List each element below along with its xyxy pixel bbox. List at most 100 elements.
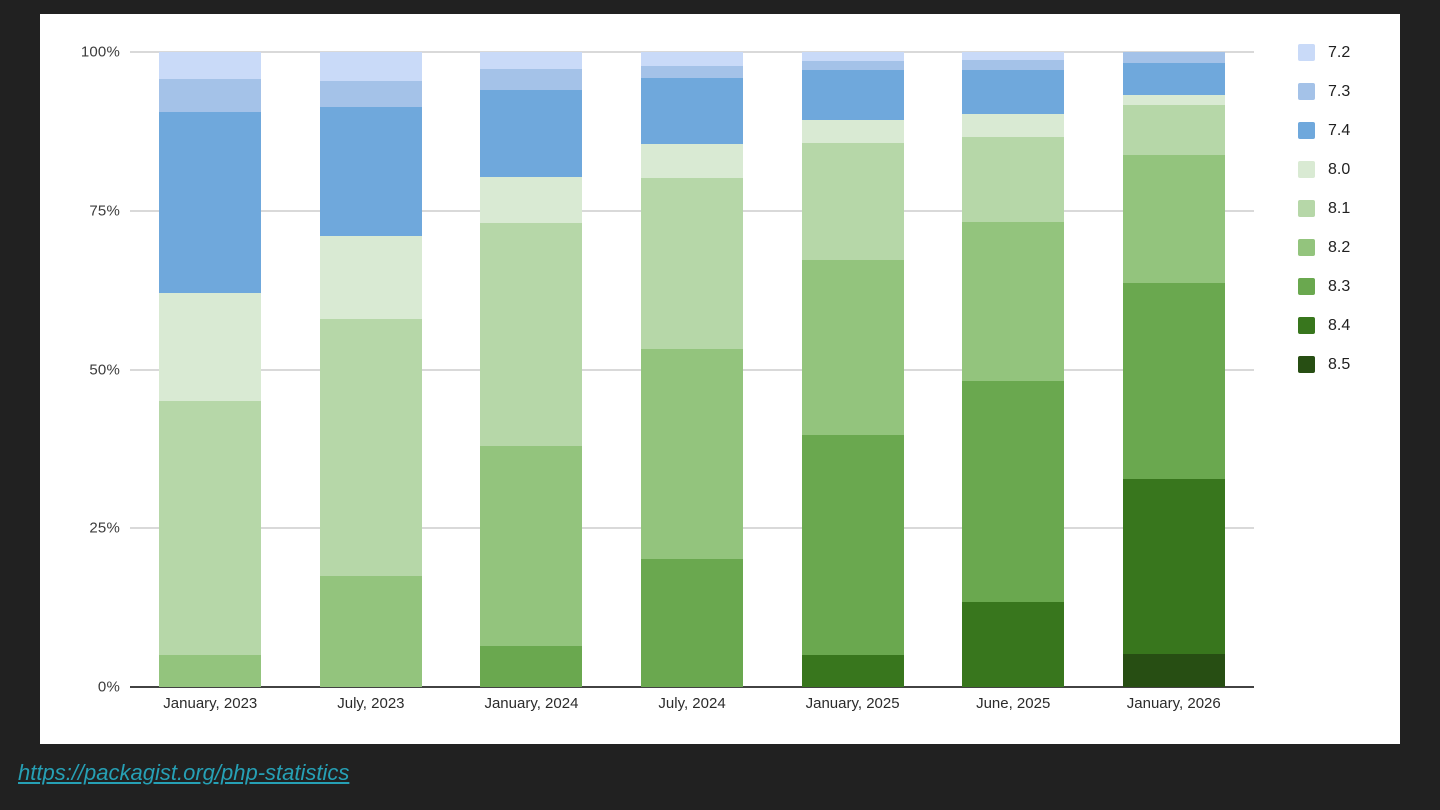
bar-segment-php-8.4 (1122, 479, 1225, 654)
bar-segment-php-7.3 (480, 69, 583, 90)
x-tick-label: January, 2024 (484, 695, 579, 712)
legend-swatch-icon (1298, 200, 1315, 217)
bar-segment-php-8.3 (641, 559, 744, 687)
bar-segment-php-7.2 (480, 52, 583, 70)
stacked-bar-july-2024 (641, 52, 744, 687)
stacked-bar-january-2023 (159, 52, 262, 687)
bar-segment-php-8.3 (801, 434, 904, 656)
legend-item-7.2: 7.2 (1298, 33, 1350, 72)
legend-item-8.1: 8.1 (1298, 189, 1350, 228)
y-tick-label-75%: 75% (89, 202, 120, 220)
legend-swatch-icon (1298, 356, 1315, 373)
bar-segment-php-8.0 (641, 144, 744, 178)
bar-segment-php-7.4 (1122, 62, 1225, 96)
bar-segment-php-7.2 (159, 52, 262, 80)
x-tick-label: July, 2023 (337, 695, 405, 712)
legend-swatch-icon (1298, 239, 1315, 256)
y-tick-label-50%: 50% (89, 361, 120, 378)
legend-swatch-icon (1298, 122, 1315, 139)
footer: https://packagist.org/php-statistics (18, 760, 349, 786)
bar-slot (451, 52, 612, 687)
y-tick-label-0%: 0% (97, 678, 120, 696)
bar-segment-php-8.3 (1122, 282, 1225, 480)
bar-segment-php-8.2 (159, 655, 262, 687)
bar-segment-php-7.3 (1122, 52, 1225, 63)
bar-segment-php-8.1 (1122, 104, 1225, 155)
legend-label: 8.5 (1328, 355, 1351, 373)
legend-item-8.2: 8.2 (1298, 228, 1350, 267)
legend-label: 8.0 (1328, 160, 1351, 178)
bar-segment-php-7.2 (641, 52, 744, 67)
stacked-bar-january-2025 (801, 52, 904, 687)
x-tick-label: July, 2024 (658, 695, 726, 712)
bar-segment-php-8.2 (641, 348, 744, 560)
legend-label: 8.1 (1328, 199, 1351, 217)
legend-swatch-icon (1298, 83, 1315, 100)
bar-slot (1093, 52, 1254, 687)
x-tick-label: June, 2025 (976, 695, 1051, 712)
legend-item-8.3: 8.3 (1298, 267, 1350, 306)
bar-segment-php-8.0 (962, 114, 1065, 137)
bar-segment-php-8.0 (319, 236, 422, 319)
bar-segment-php-8.1 (641, 177, 744, 349)
bar-segment-php-7.4 (801, 69, 904, 120)
bar-segment-php-8.3 (480, 645, 583, 687)
stacked-bar-january-2024 (480, 52, 583, 687)
bar-segment-php-8.1 (159, 401, 262, 656)
legend: 7.2 7.3 7.4 8.0 8.1 8.2 8.3 8.4 8.5 (1298, 33, 1350, 384)
bar-segment-php-8.2 (480, 445, 583, 646)
bar-slot (291, 52, 452, 687)
bar-segment-php-8.5 (1122, 653, 1225, 687)
x-tick-label: January, 2026 (1126, 695, 1221, 712)
bar-segment-php-7.2 (319, 52, 422, 81)
legend-swatch-icon (1298, 317, 1315, 334)
legend-item-8.5: 8.5 (1298, 345, 1350, 384)
bar-segment-php-8.1 (962, 136, 1065, 222)
bar-segment-php-8.2 (1122, 154, 1225, 283)
bar-segment-php-8.0 (159, 293, 262, 402)
bar-slot (933, 52, 1094, 687)
bar-segment-php-7.3 (159, 79, 262, 113)
y-tick-label-100%: 100% (80, 43, 120, 61)
bar-segment-php-8.0 (801, 119, 904, 144)
bar-segment-php-8.4 (801, 655, 904, 687)
bar-segment-php-8.2 (962, 221, 1065, 381)
stacked-bar-june-2025 (962, 52, 1065, 687)
bar-segment-php-8.0 (480, 176, 583, 223)
bar-segment-php-8.1 (801, 143, 904, 261)
stacked-bar-july-2023 (319, 52, 422, 687)
bar-segment-php-8.3 (962, 380, 1065, 602)
x-axis: January, 2023 July, 2023 January, 2024 July… (130, 695, 1254, 712)
bar-segment-php-7.3 (319, 80, 422, 108)
bar-segment-php-8.0 (1122, 95, 1225, 105)
chart-card: 0% 25% 50% 75% 100% January, 2023 July, 2023 J… (40, 14, 1400, 744)
legend-label: 8.4 (1328, 316, 1351, 334)
gridline-0% (130, 686, 1254, 688)
bar-segment-php-7.4 (480, 89, 583, 177)
legend-swatch-icon (1298, 161, 1315, 178)
bar-segment-php-7.2 (801, 52, 904, 61)
x-tick-label: January, 2023 (163, 695, 258, 712)
y-tick-label-25%: 25% (89, 519, 120, 537)
bar-segment-php-7.3 (962, 60, 1065, 70)
legend-item-8.0: 8.0 (1298, 150, 1350, 189)
legend-item-7.3: 7.3 (1298, 72, 1350, 111)
stacked-bar-january-2026 (1122, 52, 1225, 687)
legend-item-7.4: 7.4 (1298, 111, 1350, 150)
plot-area (130, 52, 1254, 687)
bar-segment-php-7.3 (641, 66, 744, 79)
legend-label: 7.2 (1328, 43, 1351, 61)
x-tick-label: January, 2025 (805, 695, 900, 712)
bar-segment-php-7.4 (641, 78, 744, 145)
bar-segment-php-8.1 (319, 318, 422, 576)
legend-label: 7.4 (1328, 121, 1351, 139)
bar-segment-php-7.3 (801, 60, 904, 70)
source-link[interactable]: https://packagist.org/php-statistics (18, 760, 350, 785)
bar-segment-php-7.4 (319, 107, 422, 237)
legend-swatch-icon (1298, 44, 1315, 61)
legend-label: 8.2 (1328, 238, 1351, 256)
bar-slot (772, 52, 933, 687)
gridline-100% (130, 51, 1254, 53)
bar-segment-php-8.4 (962, 601, 1065, 687)
